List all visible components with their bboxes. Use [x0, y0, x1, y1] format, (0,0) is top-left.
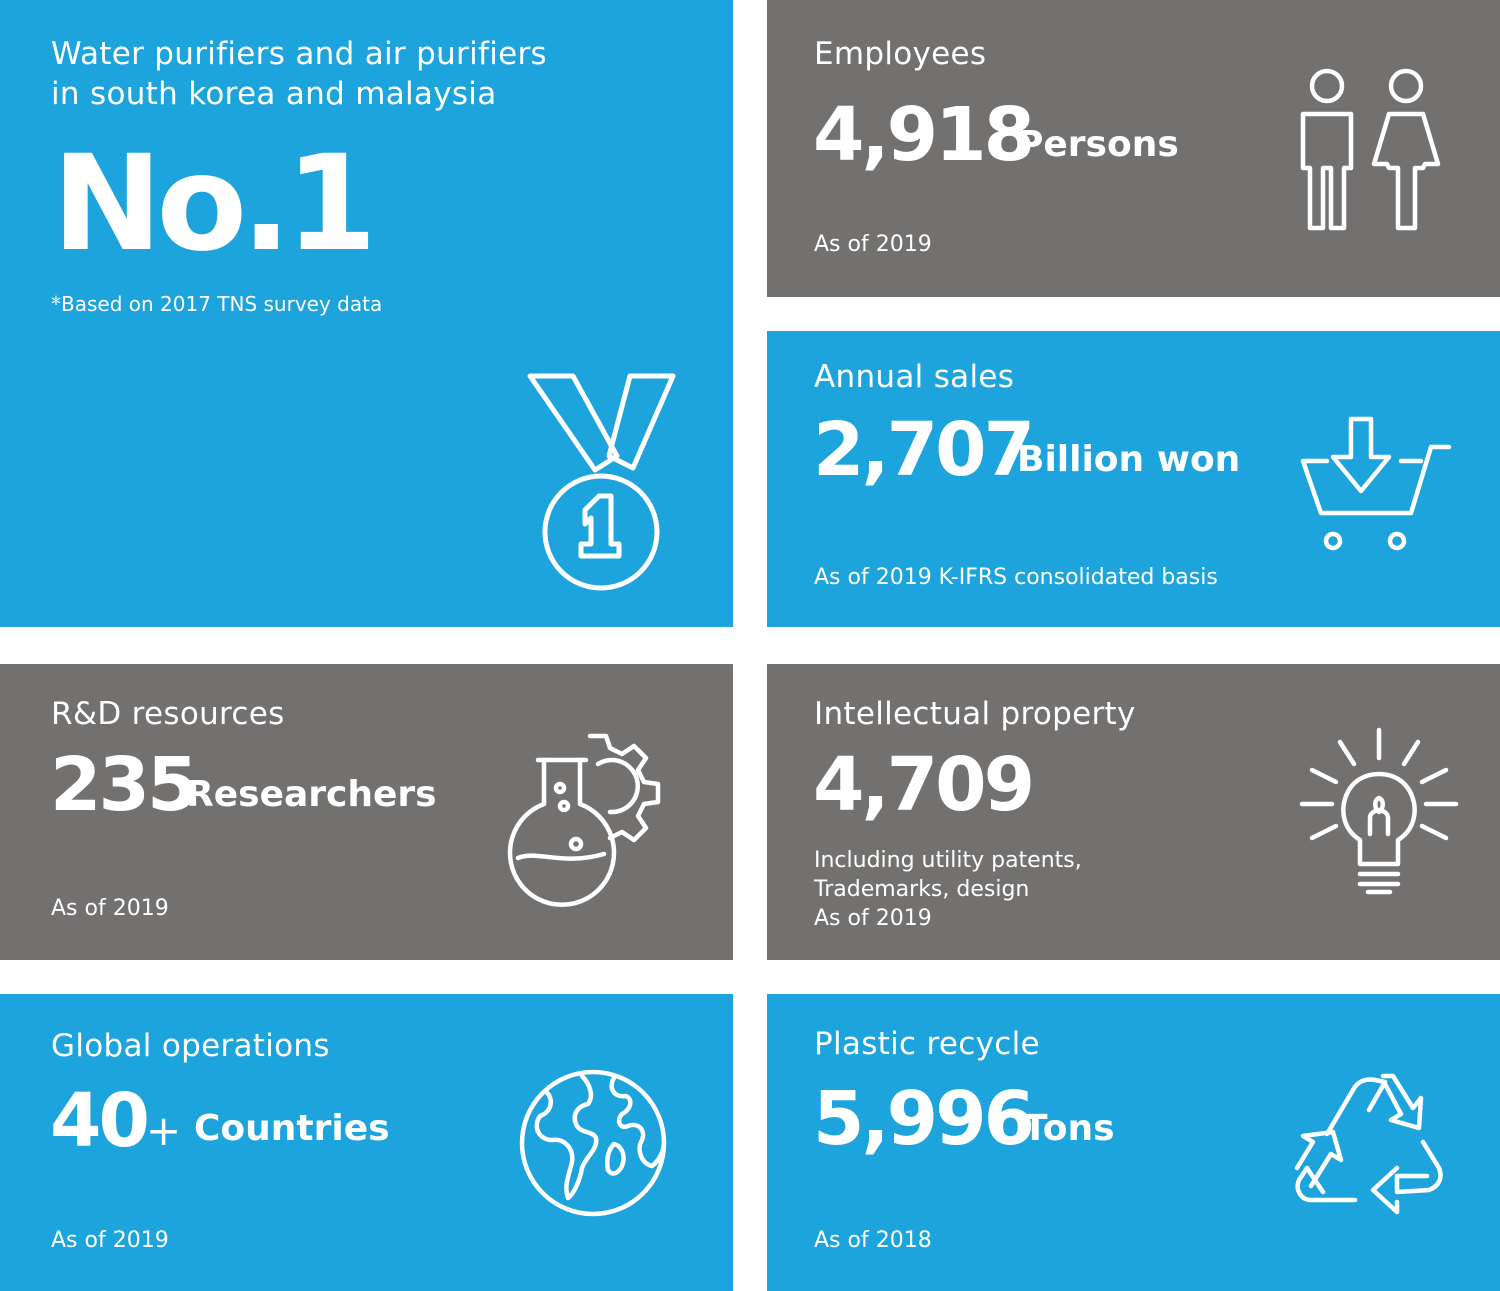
- recycle-icon: [1293, 1072, 1449, 1218]
- ip-tile: Intellectual property 4,709 Including ut…: [767, 664, 1500, 960]
- rnd-tile: R&D resources 235 Researchers As of 2019: [0, 664, 733, 960]
- ip-value: 4,709: [813, 742, 1035, 828]
- recycle-unit: Tons: [1023, 1108, 1115, 1149]
- global-label: Global operations: [51, 1028, 330, 1064]
- shopping-cart-icon: [1299, 415, 1454, 555]
- lightbulb-icon: [1299, 727, 1459, 896]
- annual-sales-tile: Annual sales 2,707 Billion won As of 201…: [767, 331, 1500, 627]
- annual-sales-unit: Billion won: [1017, 439, 1241, 480]
- global-value: 40: [50, 1078, 150, 1164]
- global-tile: Global operations 40 + Countries As of 2…: [0, 994, 733, 1291]
- rnd-note: As of 2019: [51, 896, 169, 921]
- employees-unit: Persons: [1017, 124, 1179, 165]
- recycle-label: Plastic recycle: [814, 1026, 1040, 1062]
- medal-icon: [525, 372, 679, 594]
- rnd-unit: Researchers: [186, 774, 437, 815]
- globe-icon: [518, 1068, 668, 1218]
- employees-label: Employees: [814, 36, 987, 72]
- annual-sales-label: Annual sales: [814, 359, 1015, 395]
- no1-headline-line2: in south korea and malaysia: [51, 76, 497, 112]
- recycle-note: As of 2018: [814, 1228, 932, 1253]
- annual-sales-value: 2,707: [813, 407, 1035, 493]
- ip-note-line2: Trademarks, design: [814, 877, 1030, 902]
- employees-tile: Employees 4,918 Persons As of 2019: [767, 0, 1500, 297]
- ip-note-line1: Including utility patents,: [814, 848, 1082, 873]
- employees-value: 4,918: [813, 92, 1035, 178]
- no1-footnote: *Based on 2017 TNS survey data: [51, 292, 383, 316]
- recycle-value: 5,996: [813, 1076, 1035, 1162]
- ip-label: Intellectual property: [814, 696, 1136, 732]
- no1-headline-line1: Water purifiers and air purifiers: [51, 36, 547, 72]
- global-note: As of 2019: [51, 1228, 169, 1253]
- rnd-value: 235: [50, 742, 198, 828]
- global-unit: Countries: [194, 1108, 390, 1149]
- no1-value: No.1: [52, 127, 377, 281]
- flask-gear-icon: [507, 733, 683, 907]
- people-icon: [1297, 68, 1447, 234]
- ip-note-line3: As of 2019: [814, 906, 932, 931]
- employees-note: As of 2019: [814, 232, 932, 257]
- rnd-label: R&D resources: [51, 696, 285, 732]
- recycle-tile: Plastic recycle 5,996 Tons As of 2018: [767, 994, 1500, 1291]
- global-plus: +: [146, 1106, 182, 1155]
- no1-tile: Water purifiers and air purifiers in sou…: [0, 0, 733, 627]
- annual-sales-note: As of 2019 K-IFRS consolidated basis: [814, 565, 1218, 590]
